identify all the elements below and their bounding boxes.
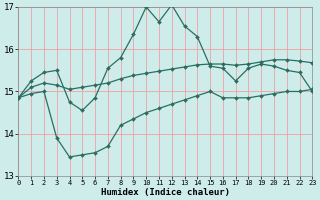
X-axis label: Humidex (Indice chaleur): Humidex (Indice chaleur) xyxy=(101,188,230,197)
